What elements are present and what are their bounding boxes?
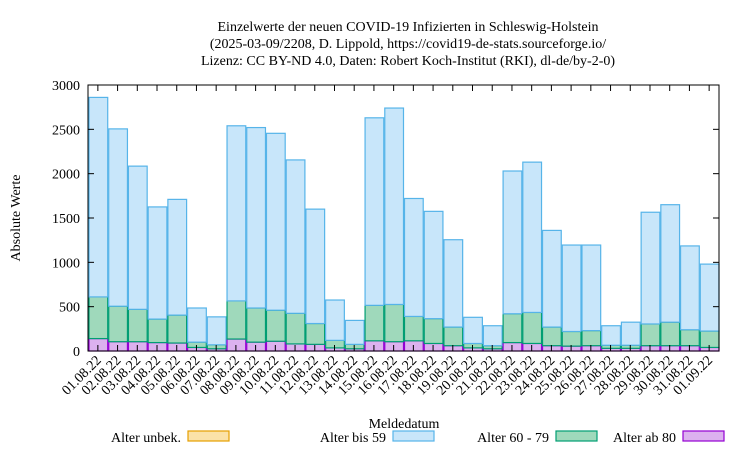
bar-alter-60-79-0 bbox=[88, 296, 109, 340]
bar-alter-ab-80-25 bbox=[581, 345, 602, 352]
bar-alter-60-79-15 bbox=[384, 303, 405, 343]
legend-swatch bbox=[682, 430, 725, 442]
bar-alter-bis-59-17 bbox=[423, 210, 444, 320]
bar-alter-bis-59-22 bbox=[522, 161, 543, 314]
bar-alter-bis-59-27 bbox=[620, 321, 641, 346]
bar-alter-bis-59-23 bbox=[541, 229, 562, 328]
bar-alter-bis-59-7 bbox=[226, 125, 247, 302]
legend: Alter unbek. Alter bis 59 Alter 60 - 79 Alt… bbox=[111, 430, 725, 446]
legend-label: Alter ab 80 bbox=[613, 431, 676, 446]
y-tick-label: 500 bbox=[59, 301, 80, 316]
y-axis-label: Absolute Werte bbox=[9, 175, 24, 262]
bar-alter-bis-59-12 bbox=[325, 299, 345, 341]
bar-alter-60-79-7 bbox=[226, 300, 247, 340]
bar-alter-bis-59-15 bbox=[384, 107, 405, 306]
bar-alter-60-79-31 bbox=[699, 330, 720, 349]
bars-layer bbox=[88, 96, 720, 352]
bar-alter-60-79-10 bbox=[285, 312, 306, 345]
chart-title-line-1: Einzelwerte der neuen COVID-19 Infiziert… bbox=[218, 20, 599, 35]
bar-alter-bis-59-0 bbox=[88, 96, 109, 298]
bar-alter-bis-59-2 bbox=[127, 165, 148, 310]
bar-alter-60-79-8 bbox=[246, 307, 267, 343]
bar-alter-bis-59-31 bbox=[699, 263, 720, 332]
bar-alter-bis-59-13 bbox=[344, 319, 365, 345]
legend-swatch bbox=[392, 430, 435, 442]
bar-alter-ab-80-9 bbox=[265, 340, 286, 352]
bar-alter-60-79-11 bbox=[305, 322, 326, 345]
bar-alter-ab-80-28 bbox=[640, 345, 661, 352]
bar-alter-bis-59-30 bbox=[679, 245, 700, 331]
y-tick-label: 0 bbox=[73, 345, 80, 360]
bar-alter-bis-59-24 bbox=[561, 244, 582, 333]
bar-alter-60-79-21 bbox=[502, 313, 523, 344]
bar-alter-60-79-4 bbox=[167, 314, 188, 344]
bar-alter-bis-59-3 bbox=[147, 206, 168, 320]
bar-alter-ab-80-18 bbox=[443, 345, 464, 352]
bar-alter-bis-59-9 bbox=[265, 132, 286, 311]
legend-label: Alter bis 59 bbox=[320, 431, 386, 446]
bar-alter-bis-59-20 bbox=[482, 325, 503, 347]
bar-alter-bis-59-14 bbox=[364, 117, 385, 306]
bar-alter-60-79-29 bbox=[660, 321, 681, 347]
bar-alter-ab-80-3 bbox=[147, 341, 168, 352]
bar-alter-ab-80-1 bbox=[108, 341, 129, 352]
x-axis-label: Meldedatum bbox=[369, 417, 440, 432]
bar-alter-bis-59-1 bbox=[108, 128, 129, 307]
bar-alter-60-79-28 bbox=[640, 323, 661, 347]
bar-alter-ab-80-16 bbox=[403, 340, 424, 352]
legend-swatch bbox=[555, 430, 598, 442]
chart-title: Einzelwerte der neuen COVID-19 Infiziert… bbox=[201, 20, 615, 69]
y-tick-label: 1000 bbox=[52, 256, 80, 271]
bar-alter-60-79-25 bbox=[581, 330, 602, 347]
bar-alter-60-79-16 bbox=[403, 315, 424, 342]
y-tick-label: 2000 bbox=[52, 168, 80, 183]
bar-alter-bis-59-4 bbox=[167, 198, 188, 316]
bar-alter-bis-59-8 bbox=[246, 126, 267, 309]
bar-alter-ab-80-4 bbox=[167, 342, 188, 352]
bar-alter-bis-59-21 bbox=[502, 170, 523, 315]
bar-alter-ab-80-0 bbox=[88, 337, 109, 352]
bar-alter-60-79-24 bbox=[561, 330, 582, 347]
bar-alter-ab-80-24 bbox=[561, 345, 582, 352]
bar-alter-ab-80-17 bbox=[423, 342, 444, 352]
bar-alter-bis-59-5 bbox=[186, 307, 207, 343]
bar-alter-bis-59-25 bbox=[581, 244, 602, 332]
bar-alter-bis-59-26 bbox=[601, 325, 622, 346]
bar-alter-bis-59-10 bbox=[285, 159, 306, 314]
y-tick-label: 1500 bbox=[52, 212, 80, 227]
bar-alter-bis-59-18 bbox=[443, 239, 464, 328]
chart-title-line-3: Lizenz: CC BY-ND 4.0, Daten: Robert Koch… bbox=[201, 54, 615, 69]
bar-alter-bis-59-29 bbox=[660, 204, 681, 323]
legend-swatch bbox=[187, 430, 230, 442]
bar-alter-bis-59-19 bbox=[463, 316, 483, 345]
y-tick-label: 2500 bbox=[52, 123, 80, 138]
bar-alter-60-79-2 bbox=[127, 308, 148, 343]
bar-alter-bis-59-16 bbox=[403, 197, 424, 318]
bar-alter-bis-59-6 bbox=[206, 316, 227, 346]
y-tick-label: 3000 bbox=[52, 79, 80, 94]
bar-alter-60-79-3 bbox=[147, 318, 168, 344]
bar-alter-60-79-19 bbox=[463, 342, 483, 349]
bar-alter-60-79-12 bbox=[325, 339, 345, 349]
bar-alter-60-79-17 bbox=[423, 318, 444, 345]
bar-alter-ab-80-10 bbox=[285, 343, 306, 352]
legend-label: Alter unbek. bbox=[111, 431, 181, 446]
bar-alter-60-79-22 bbox=[522, 311, 543, 345]
x-axis-ticks: 01.08.2202.08.2203.08.2204.08.2205.08.22… bbox=[59, 85, 716, 398]
bar-alter-60-79-9 bbox=[265, 309, 286, 342]
y-axis-ticks: 0 500 1000 1500 2000 2500 3000 bbox=[52, 79, 719, 360]
bar-alter-60-79-30 bbox=[679, 329, 700, 347]
legend-label: Alter 60 - 79 bbox=[477, 431, 549, 446]
bar-alter-60-79-14 bbox=[364, 304, 385, 342]
bar-alter-60-79-18 bbox=[443, 326, 464, 347]
bar-alter-ab-80-8 bbox=[246, 341, 267, 352]
bar-alter-60-79-1 bbox=[108, 305, 129, 343]
chart-title-line-2: (2025-03-09/2208, D. Lippold, https://co… bbox=[210, 37, 606, 52]
bar-alter-ab-80-2 bbox=[127, 341, 148, 352]
bar-alter-bis-59-11 bbox=[305, 208, 326, 325]
bar-alter-ab-80-11 bbox=[305, 343, 326, 352]
bar-alter-bis-59-28 bbox=[640, 211, 661, 325]
bar-alter-60-79-23 bbox=[541, 326, 562, 347]
